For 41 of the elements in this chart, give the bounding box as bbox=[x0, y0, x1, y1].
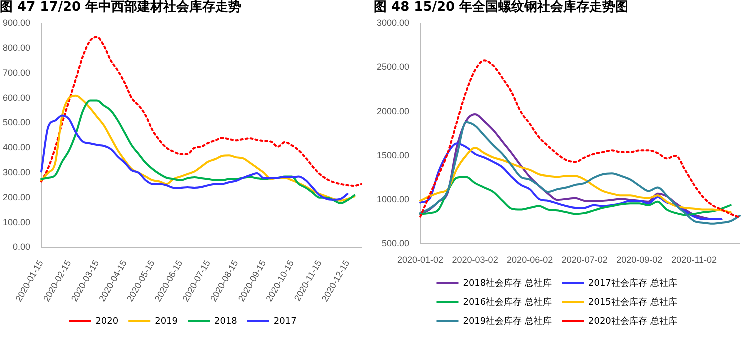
y-tick-label: 900.00 bbox=[2, 18, 31, 28]
x-tick-label: 2020-11-02 bbox=[672, 255, 718, 266]
line-series bbox=[40, 114, 349, 201]
y-tick-label: 600.00 bbox=[2, 92, 31, 103]
legend-label: 2018社会库存 总社库 bbox=[463, 278, 552, 289]
legend-label: 2019社会库存 总社库 bbox=[463, 316, 552, 327]
chart-title: 图 48 15/20 年全国螺纹钢社会库存走势图 bbox=[374, 0, 629, 16]
legend-label: 2020社会库存 总社库 bbox=[588, 316, 678, 327]
line-series bbox=[420, 60, 741, 219]
x-tick-label: 2020-03-02 bbox=[452, 255, 498, 266]
x-tick-label: 2020-06-02 bbox=[507, 255, 554, 266]
legend-label: 2020 bbox=[96, 316, 119, 327]
line-series bbox=[40, 36, 363, 187]
y-tick-label: 2000.00 bbox=[376, 106, 410, 116]
y-tick-label: 100.00 bbox=[2, 217, 31, 228]
y-tick-label: 2500.00 bbox=[376, 62, 410, 72]
legend-label: 2015社会库存 总社库 bbox=[588, 296, 678, 308]
y-tick-label: 500.00 bbox=[2, 118, 31, 128]
y-tick-label: 1500.00 bbox=[376, 150, 410, 160]
legend-label: 2017社会库存 总社库 bbox=[588, 278, 678, 289]
legend-label: 2019 bbox=[155, 316, 178, 327]
line-series bbox=[420, 176, 732, 216]
line-series bbox=[420, 121, 741, 225]
line-series bbox=[420, 147, 732, 214]
line-series bbox=[420, 142, 723, 220]
y-tick-label: 1000.00 bbox=[376, 194, 410, 205]
x-tick-label: 2020-09-02 bbox=[616, 255, 663, 266]
x-tick-label: 2020-01-02 bbox=[398, 255, 444, 266]
legend-label: 2018 bbox=[214, 316, 238, 327]
x-tick-label: 2020-07-02 bbox=[562, 255, 608, 266]
y-tick-label: 3000.00 bbox=[376, 18, 410, 28]
y-tick-label: 700.00 bbox=[2, 68, 31, 78]
y-tick-label: 400.00 bbox=[2, 142, 31, 153]
y-tick-label: 200.00 bbox=[2, 192, 31, 202]
legend-label: 2017 bbox=[274, 316, 297, 327]
legend-label: 2016社会库存 总社库 bbox=[463, 296, 552, 308]
y-tick-label: 800.00 bbox=[2, 42, 31, 53]
y-tick-label: 0.00 bbox=[12, 242, 31, 252]
chart-title: 图 47 17/20 年中西部建材社会库存走势 bbox=[0, 0, 242, 16]
y-tick-label: 300.00 bbox=[2, 168, 31, 178]
y-tick-label: 500.00 bbox=[382, 238, 410, 249]
